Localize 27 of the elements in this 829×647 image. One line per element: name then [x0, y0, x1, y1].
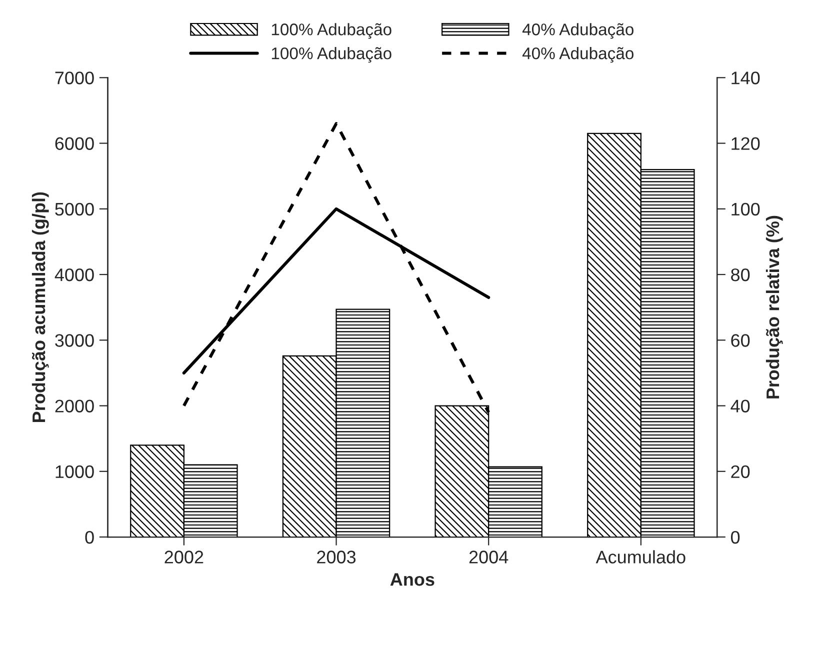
y-tick-label: 2000	[55, 400, 94, 412]
y2-tick-label: 120	[732, 137, 760, 150]
y-tick-label: 1000	[56, 465, 94, 478]
legend-label: 100% Adubação	[272, 23, 392, 39]
legend-label: 100% Adubação	[272, 47, 392, 63]
legend-label: 40% Adubação	[522, 23, 634, 39]
y-tick-label: 6000	[55, 137, 94, 150]
x-axis-title: Anos	[390, 573, 434, 586]
y-tick-label: 4000	[54, 268, 94, 282]
x-tick-label: 2002	[164, 550, 204, 564]
x-tick-label: 2003	[317, 550, 356, 564]
y-tick-label: 7000	[55, 72, 94, 84]
y-tick-label: 5000	[55, 202, 94, 216]
x-tick-label: Acumulado	[596, 550, 686, 564]
y-tick-label: 3000	[55, 334, 94, 347]
y2-axis-title: Produção relativa (%)	[766, 216, 783, 398]
y2-tick-label: 0	[730, 530, 740, 544]
y2-tick-label: 60	[731, 334, 750, 347]
y2-tick-label: 80	[731, 268, 750, 282]
y2-tick-label: 20	[731, 465, 750, 478]
y2-tick-label: 100	[732, 202, 760, 216]
y-axis-title: Produção acumulada (g/pl)	[32, 192, 49, 422]
x-tick-label: 2004	[469, 550, 508, 564]
y2-tick-label: 140	[732, 72, 760, 84]
y2-tick-label: 40	[730, 400, 750, 412]
legend-label: 40% Adubação	[522, 47, 634, 63]
y-tick-label: 0	[85, 530, 94, 544]
